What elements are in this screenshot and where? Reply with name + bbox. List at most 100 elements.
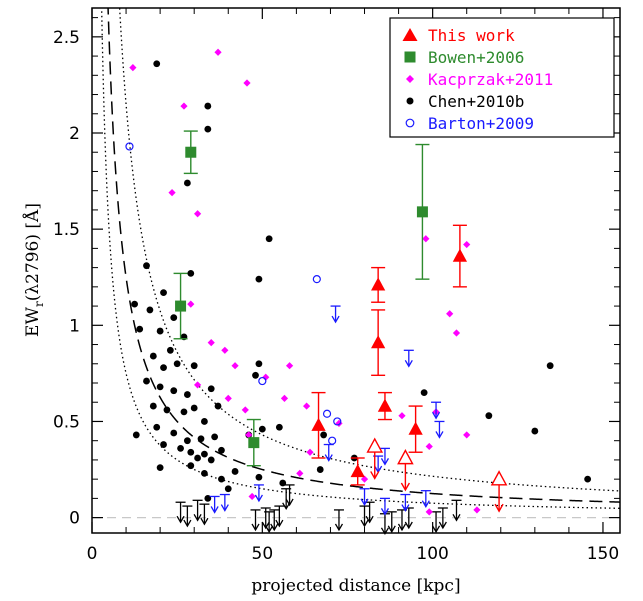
this-work-upper-limit-0 [366,437,384,480]
chen-point-12 [136,325,144,333]
legend-label-chen: Chen+2010b [428,92,524,111]
chen-point-55 [255,473,263,481]
this-work-upper-limit-1 [397,449,414,492]
barton-upper-limit-2-head [431,411,441,420]
barton-upper-limit-0 [330,305,341,324]
barton-upper-limit-11 [420,490,431,508]
chen-point-24 [183,391,191,398]
chen-upper-limit-2-head [193,513,202,522]
barton-upper-limit-8 [219,493,230,512]
kacprzak-series [129,48,481,516]
chen-upper-limit-19 [437,507,448,530]
chen-upper-limit-6-head [265,525,274,534]
chen-upper-limit-11 [333,509,344,532]
y-axis-label-rest: (λ2796) [Å] [22,203,43,301]
bowen-point-0 [185,146,197,158]
this-work-point-5 [408,421,423,435]
x-tick-label-1: 50 [252,544,274,564]
chen-upper-limit-20 [451,499,462,522]
chen-point-33 [153,423,161,431]
chen-point-6 [187,269,195,277]
kacprzak-point-26 [306,448,314,456]
chen-upper-limit-12-head [360,519,369,528]
barton-upper-limit-12-head [210,506,219,514]
kacprzak-point-7 [463,240,471,249]
this-work-upper-limit-head-2 [494,503,504,513]
chen-point-7 [255,275,263,283]
legend-marker-this_work [402,28,418,41]
barton-upper-limit-0-head [331,315,340,324]
chen-point-39 [160,441,167,448]
kacprzak-point-13 [231,362,239,370]
chen-point-56 [275,423,283,431]
chen-upper-limit-9-head [282,502,291,511]
this-work-upper-limit-2 [490,470,508,513]
barton-upper-limit-2 [431,401,442,420]
axis-ticks: 0 50 100 150 0 0.5 1 1.5 2 2.5 [53,8,620,564]
chen-point-65 [224,485,232,493]
kacprzak-point-30 [425,508,433,516]
kacprzak-point-9 [207,339,215,347]
legend-entry-kacprzak: Kacprzak+2011 [406,70,553,89]
this-work-upper-limit-marker-0 [366,437,384,453]
this-work-point-2 [371,277,386,291]
chen-point-36 [197,435,205,443]
chen-point-34 [170,429,178,437]
kacprzak-point-6 [422,235,430,243]
legend-label-kacprzak: Kacprzak+2011 [428,70,553,89]
chen-point-43 [194,454,202,462]
chen-upper-limit-10 [284,484,295,507]
kacprzak-point-3 [243,79,251,87]
barton-upper-limit-3 [434,420,445,439]
kacprzak-point-8 [187,300,195,308]
kacprzak-point-14 [285,362,294,370]
legend: This work Bowen+2006 Kacprzak+2011 Chen+201… [389,17,615,138]
chen-point-30 [190,404,198,412]
legend-label-barton: Barton+2009 [428,114,534,133]
chen-upper-limit-13-head [365,515,374,524]
y-tick-label-1: 0.5 [53,412,80,432]
chen-upper-limit-13 [364,501,375,524]
barton-point-5 [328,436,337,445]
chen-point-3 [183,179,191,187]
chen-upper-limit-1-head [183,519,192,528]
barton-upper-limit-4 [323,443,334,462]
barton-upper-limit-10-head [401,504,410,512]
chen-upper-limit-6 [264,511,275,534]
bowen-point-1 [175,300,187,312]
chen-point-62 [584,475,592,483]
y-axis-label-main: EW [23,307,43,337]
kacprzak-point-18 [280,394,289,402]
chen-upper-limit-7 [269,509,280,532]
this-work-upper-limit-marker-2 [490,470,508,486]
chen-upper-limit-12 [359,505,370,528]
kacprzak-point-20 [241,406,249,414]
chen-upper-limit-8 [274,505,285,528]
chen-point-18 [173,360,181,368]
kacprzak-point-32 [296,469,304,477]
curve-dotted-1 [101,8,620,509]
y-tick-label-5: 2.5 [53,28,80,48]
barton-upper-limit-7 [253,484,264,503]
y-tick-label-3: 1.5 [53,220,80,240]
barton-upper-limit-13 [379,497,390,516]
bowen-point-3 [416,206,428,218]
chen-point-29 [180,408,188,416]
plot-border [91,7,621,534]
chen-upper-limit-19-head [438,521,447,530]
chen-upper-limit-10-head [285,498,294,507]
chen-point-10 [146,306,154,314]
barton-point-2 [258,376,267,386]
kacprzak-point-2 [214,48,222,56]
x-tick-label-2: 100 [416,544,448,564]
barton-upper-limit-11-head [421,500,430,508]
this-work-point-3 [371,335,386,349]
bowen-point-2 [248,437,260,449]
kacprzak-point-4 [168,189,176,197]
this-work-series [311,224,508,513]
chen-point-27 [149,402,157,410]
chen-upper-limit-16-head [397,523,407,532]
barton-upper-limit-9-head [360,498,369,507]
chen-upper-limit-4 [250,509,261,532]
chen-point-0 [153,60,161,68]
